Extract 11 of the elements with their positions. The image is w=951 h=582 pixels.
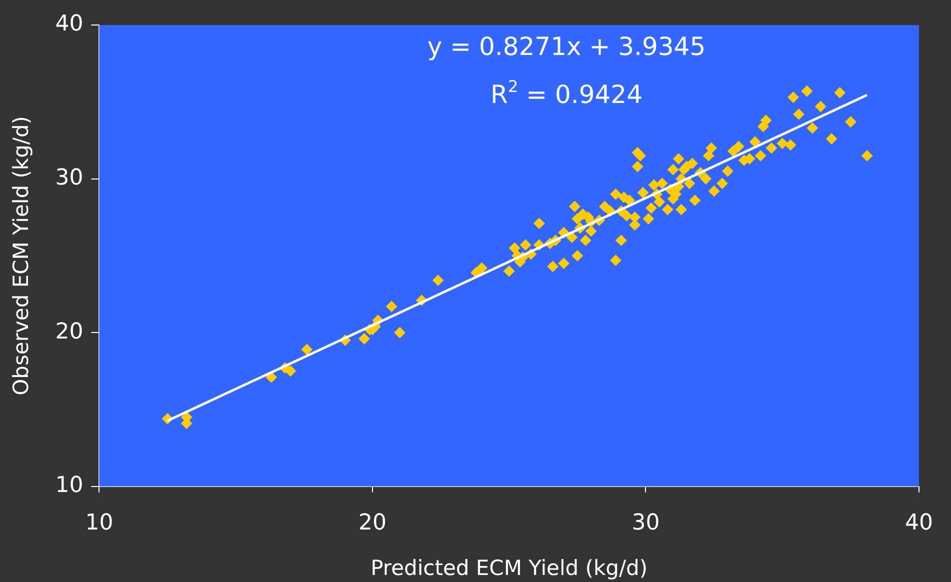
x-tick-label: 20	[358, 510, 386, 536]
y-tick-label: 20	[55, 319, 84, 344]
y-tick-label: 30	[55, 166, 84, 191]
x-tick-label: 30	[632, 510, 660, 536]
x-tick-label: 40	[905, 510, 934, 536]
y-tick-label: 10	[55, 473, 84, 498]
x-tick-label: 10	[85, 510, 114, 536]
y-tick-label: 40	[55, 12, 84, 37]
x-axis-title: Predicted ECM Yield (kg/d)	[370, 556, 648, 580]
annotation: y = 0.8271x + 3.9345	[427, 32, 706, 61]
y-axis-title: Observed ECM Yield (kg/d)	[9, 116, 34, 396]
